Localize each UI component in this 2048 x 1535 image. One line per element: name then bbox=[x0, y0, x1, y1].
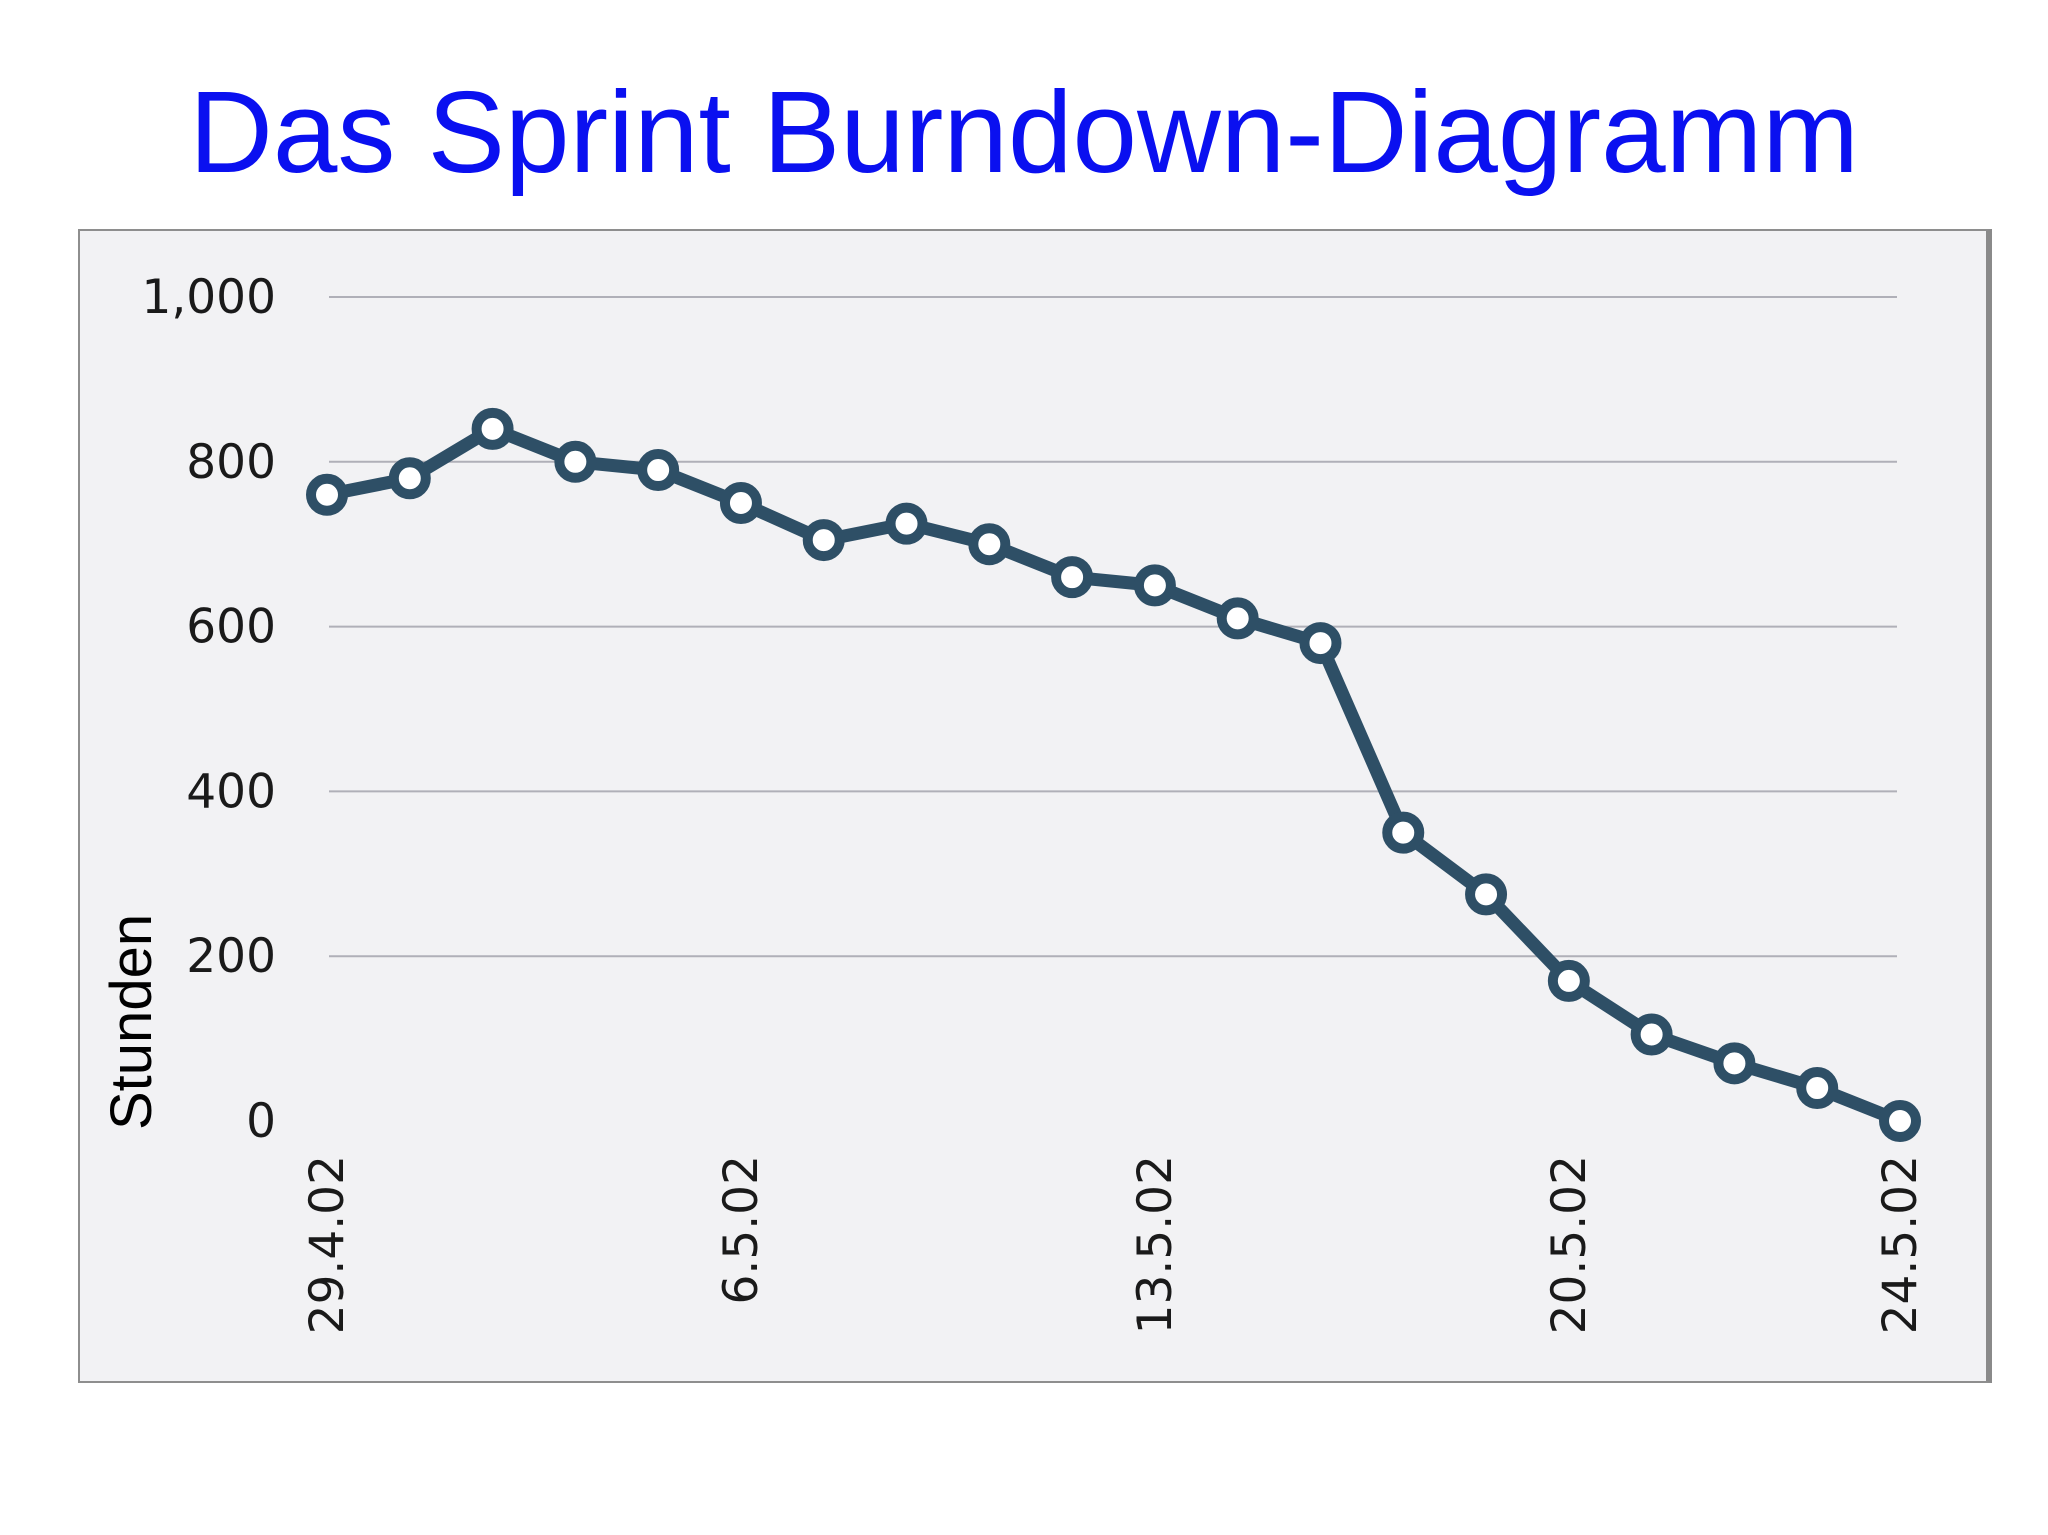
y-tick-label: 600 bbox=[186, 600, 276, 655]
data-point bbox=[554, 440, 597, 483]
x-tick-label: 6.5.02 bbox=[714, 1155, 769, 1305]
x-tick-label: 13.5.02 bbox=[1128, 1155, 1183, 1334]
series-line bbox=[320, 422, 1907, 1128]
y-tick-label: 200 bbox=[186, 929, 276, 984]
data-point bbox=[719, 482, 762, 524]
data-point bbox=[885, 502, 928, 545]
data-point bbox=[1879, 1100, 1921, 1142]
data-point bbox=[1051, 556, 1094, 599]
data-point bbox=[1216, 597, 1259, 640]
y-tick-label: 400 bbox=[186, 764, 276, 819]
y-tick-label: 800 bbox=[186, 435, 276, 490]
data-point bbox=[1299, 622, 1342, 665]
data-point bbox=[1382, 811, 1425, 854]
data-point bbox=[1713, 1042, 1756, 1085]
data-point bbox=[637, 449, 680, 492]
data-point bbox=[1630, 1013, 1673, 1056]
y-tick-label: 1,000 bbox=[141, 270, 276, 325]
data-point bbox=[802, 519, 845, 562]
chart-frame: 0 200 400 600 800 1,000 29.4.02 6.5.02 13.5.02 20… bbox=[78, 229, 1992, 1383]
data-point bbox=[968, 523, 1011, 566]
x-tick-label: 24.5.02 bbox=[1873, 1155, 1928, 1334]
data-point bbox=[306, 473, 348, 516]
data-point bbox=[1133, 564, 1176, 607]
data-point bbox=[388, 457, 431, 500]
x-tick-label: 20.5.02 bbox=[1542, 1155, 1597, 1334]
data-point bbox=[1547, 959, 1590, 1002]
burndown-chart: 0 200 400 600 800 1,000 29.4.02 6.5.02 13.5.02 20… bbox=[141, 270, 1928, 1334]
slide-title: Das Sprint Burndown-Diagramm bbox=[189, 67, 1859, 197]
x-tick-label: 29.4.02 bbox=[300, 1155, 355, 1334]
data-point bbox=[471, 407, 514, 450]
data-point bbox=[1796, 1067, 1839, 1110]
y-axis-label: Stunden bbox=[99, 913, 164, 1130]
y-tick-label: 0 bbox=[246, 1094, 276, 1149]
data-point bbox=[1465, 873, 1508, 916]
